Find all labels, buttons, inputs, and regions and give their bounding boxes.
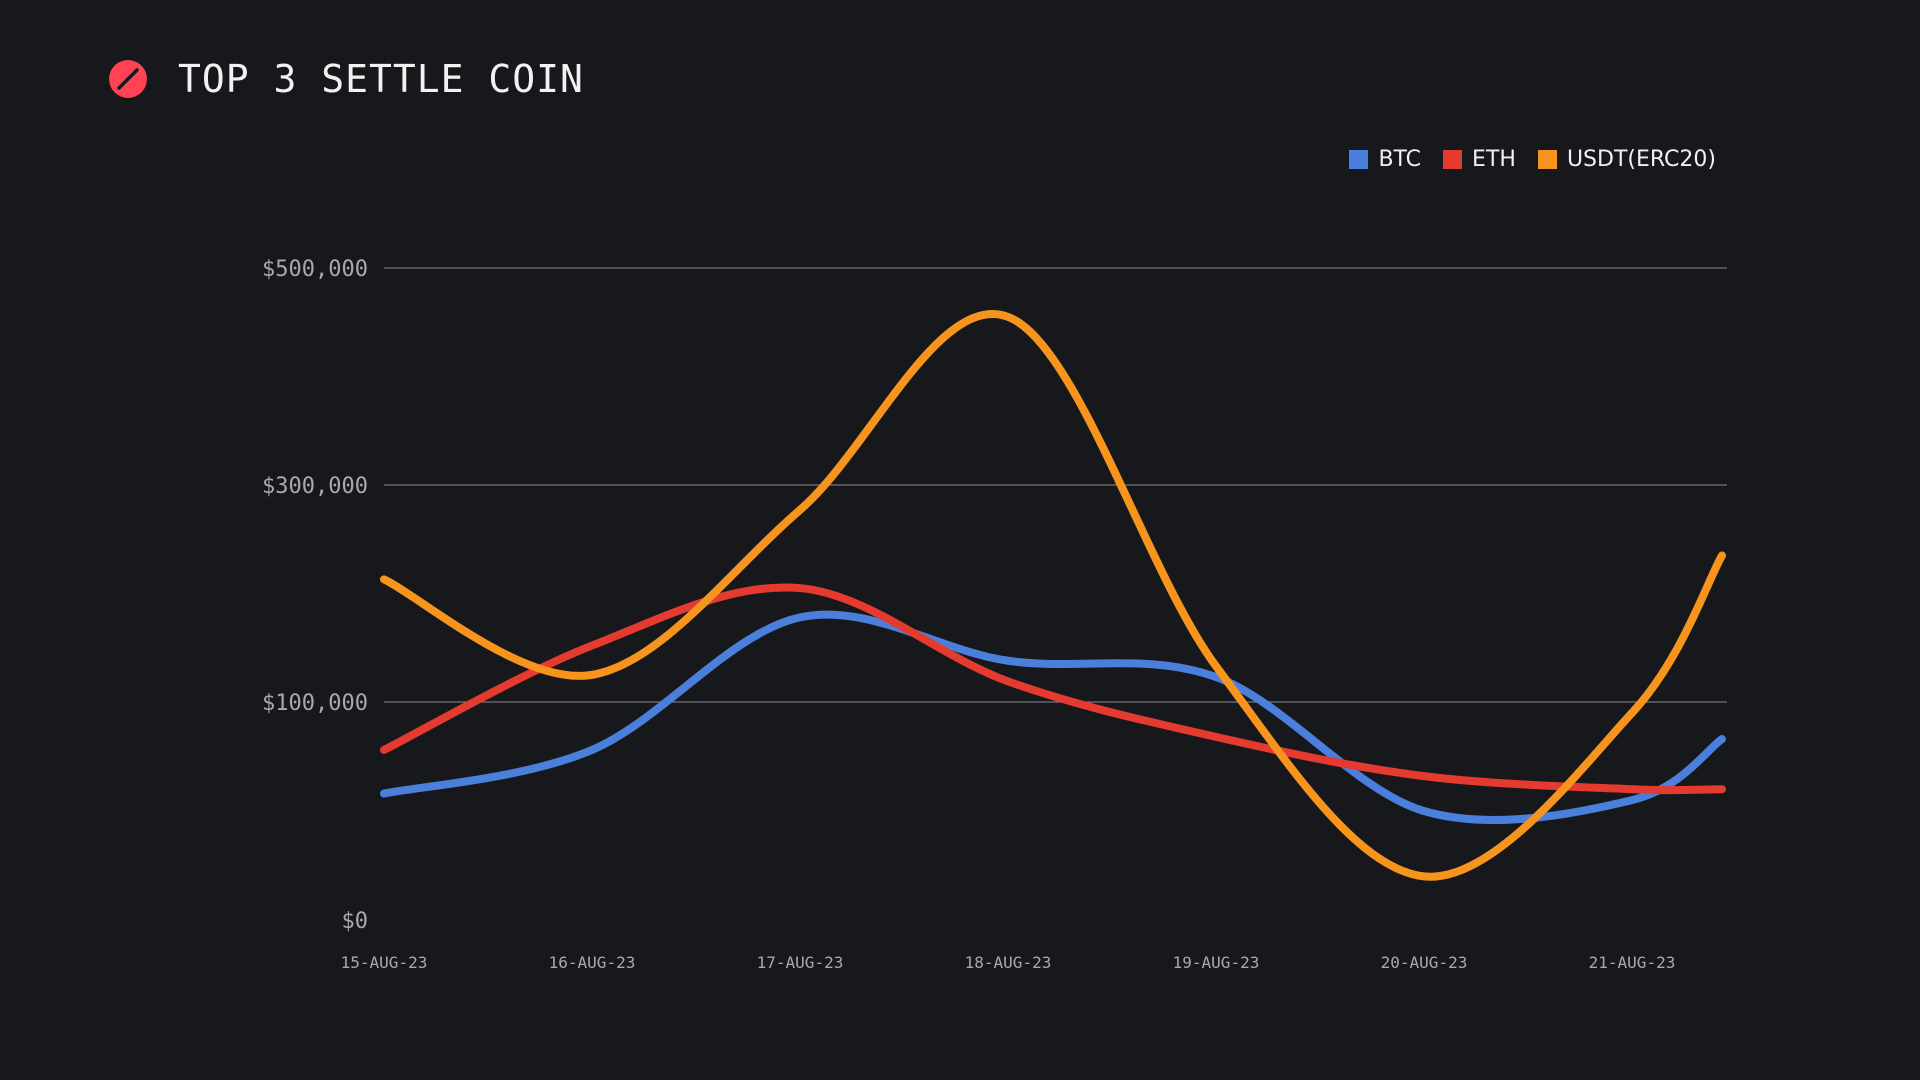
chart-header: TOP 3 SETTLE COIN bbox=[108, 56, 584, 102]
y-tick-label: $300,000 bbox=[262, 474, 368, 499]
x-tick-label: 18-AUG-23 bbox=[965, 953, 1052, 972]
legend-label-btc: BTC bbox=[1378, 147, 1422, 172]
y-tick-label: $100,000 bbox=[262, 691, 368, 716]
x-tick-label: 17-AUG-23 bbox=[757, 953, 844, 972]
legend-item-eth[interactable]: ETH bbox=[1443, 147, 1516, 172]
legend-swatch-eth bbox=[1443, 150, 1463, 169]
chart-title: TOP 3 SETTLE COIN bbox=[178, 57, 584, 101]
x-axis-ticks: 15-AUG-23 16-AUG-23 17-AUG-23 18-AUG-23 19-A… bbox=[341, 953, 1676, 972]
y-axis-ticks: $0 $100,000 $300,000 $500,000 bbox=[262, 257, 368, 934]
y-tick-label: $0 bbox=[342, 909, 369, 934]
slashed-circle-icon bbox=[109, 60, 147, 98]
series-line-eth bbox=[380, 583, 1726, 795]
chart-legend: BTC ETH USDT(ERC20) bbox=[1327, 147, 1716, 172]
x-tick-label: 19-AUG-23 bbox=[1173, 953, 1260, 972]
series-lines bbox=[380, 310, 1726, 881]
x-tick-label: 15-AUG-23 bbox=[341, 953, 428, 972]
y-tick-label: $500,000 bbox=[262, 257, 368, 282]
grid-lines bbox=[384, 267, 1727, 703]
series-line-btc bbox=[380, 610, 1726, 824]
legend-label-eth: ETH bbox=[1472, 147, 1516, 172]
legend-item-btc[interactable]: BTC bbox=[1349, 147, 1421, 172]
legend-swatch-btc bbox=[1349, 150, 1369, 169]
series-line-usdt-erc20 bbox=[380, 310, 1726, 881]
legend-label-usdt: USDT(ERC20) bbox=[1566, 147, 1716, 172]
legend-swatch-usdt bbox=[1537, 150, 1557, 169]
x-tick-label: 21-AUG-23 bbox=[1589, 953, 1676, 972]
legend-item-usdt[interactable]: USDT(ERC20) bbox=[1537, 147, 1716, 172]
x-tick-label: 20-AUG-23 bbox=[1381, 953, 1468, 972]
x-tick-label: 16-AUG-23 bbox=[549, 953, 636, 972]
